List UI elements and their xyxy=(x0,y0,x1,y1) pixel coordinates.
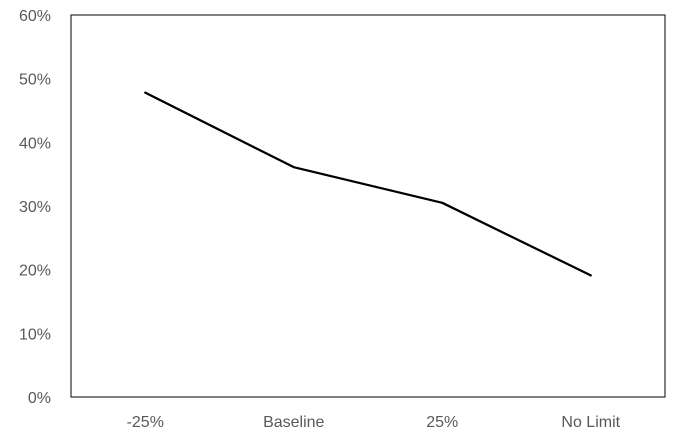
y-tick-label: 60% xyxy=(19,8,51,25)
x-tick-label: -25% xyxy=(127,414,164,431)
series-layer xyxy=(145,93,591,276)
plot-frame xyxy=(71,15,665,397)
y-tick-label: 10% xyxy=(19,326,51,343)
y-tick-label: 20% xyxy=(19,263,51,280)
x-tick-label: Baseline xyxy=(263,414,324,431)
y-tick-label: 30% xyxy=(19,199,51,216)
series-line xyxy=(145,93,591,276)
y-tick-label: 40% xyxy=(19,135,51,152)
plot-area-border xyxy=(71,15,665,397)
x-axis-ticks: -25% Baseline 25% No Limit xyxy=(127,414,621,431)
y-tick-label: 50% xyxy=(19,72,51,89)
y-axis-ticks: 0% 10% 20% 30% 40% 50% 60% xyxy=(19,8,51,407)
x-tick-label: No Limit xyxy=(561,414,620,431)
x-tick-label: 25% xyxy=(426,414,458,431)
y-tick-label: 0% xyxy=(28,390,51,407)
